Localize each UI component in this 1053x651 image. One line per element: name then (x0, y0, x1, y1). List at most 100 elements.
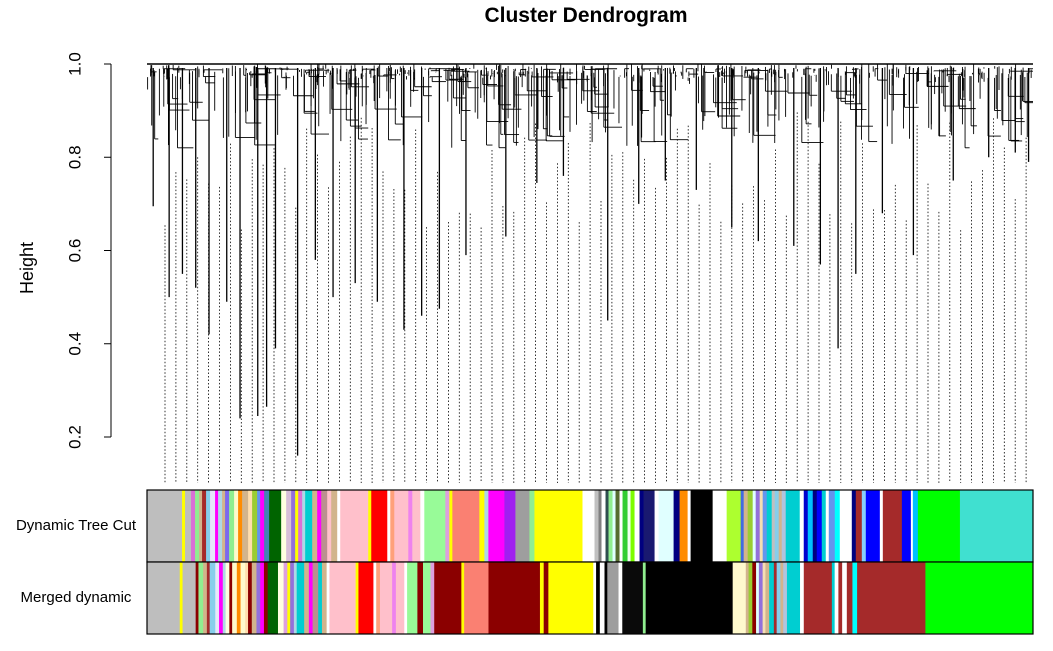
module-color-segment (232, 562, 238, 634)
module-color-segment (358, 562, 374, 634)
module-color-segment (215, 562, 220, 634)
module-color-segment (882, 490, 903, 562)
module-color-segment (392, 562, 397, 634)
module-color-segment (218, 490, 223, 562)
module-color-segment (748, 562, 753, 634)
module-color-segment (417, 562, 424, 634)
module-color-segment (257, 490, 261, 562)
module-color-rows (146, 489, 1034, 635)
module-color-segment (619, 490, 623, 562)
module-color-segment (799, 490, 805, 562)
module-color-segment (245, 562, 249, 634)
module-color-segment (225, 562, 230, 634)
module-color-segment (295, 490, 299, 562)
module-color-segment (759, 490, 764, 562)
y-axis-label: Height (17, 242, 37, 294)
module-color-segment (195, 562, 199, 634)
module-color-segment (430, 562, 435, 634)
module-color-segment (769, 562, 775, 634)
y-tick-label: 0.4 (65, 332, 84, 356)
module-color-segment (260, 562, 265, 634)
module-color-segment (195, 490, 200, 562)
module-color-segment (778, 490, 783, 562)
module-color-segment (256, 562, 261, 634)
module-color-segment (879, 490, 884, 562)
module-color-segment (321, 562, 328, 634)
module-color-segment (312, 562, 319, 634)
module-color-segment (785, 490, 801, 562)
module-color-segment (199, 490, 203, 562)
module-color-segment (515, 490, 530, 562)
module-color-segment (206, 562, 211, 634)
module-color-segment (755, 490, 761, 562)
y-tick-label: 0.2 (65, 425, 84, 449)
module-color-segment (865, 490, 881, 562)
module-color-segment (599, 562, 605, 634)
module-color-segment (607, 562, 619, 634)
module-color-segment (222, 562, 226, 634)
module-color-segment (209, 562, 216, 634)
module-color-segment (229, 490, 235, 562)
module-color-segment (740, 490, 745, 562)
module-color-segment (834, 562, 839, 634)
module-color-segment (673, 490, 681, 562)
module-color-segment (210, 490, 216, 562)
module-color-segment (302, 490, 306, 562)
module-color-segment (267, 562, 279, 634)
module-color-segment (371, 490, 388, 562)
module-color-segment (277, 562, 284, 634)
module-color-segment (308, 562, 313, 634)
module-color-segment (182, 562, 197, 634)
module-color-segment (373, 562, 377, 634)
module-color-segment (543, 562, 549, 634)
module-color-segment (596, 562, 601, 634)
module-color-segment (622, 562, 644, 634)
module-color-segment (395, 562, 405, 634)
module-color-segment (910, 490, 914, 562)
module-color-segment (598, 490, 602, 562)
module-color-segment (298, 490, 303, 562)
module-color-segment (368, 490, 372, 562)
module-color-segment (260, 490, 265, 562)
module-color-segment (839, 490, 853, 562)
module-color-segment (434, 562, 462, 634)
module-color-segment (317, 490, 322, 562)
module-color-segment (329, 562, 357, 634)
module-color-segment (780, 562, 784, 634)
module-color-segment (238, 490, 243, 562)
module-color-segment (327, 490, 332, 562)
module-color-segment (857, 562, 926, 634)
module-color-segment (593, 562, 597, 634)
module-color-segment (762, 490, 768, 562)
module-color-segment (642, 562, 647, 634)
module-color-segment (771, 490, 776, 562)
module-color-segment (248, 562, 253, 634)
module-color-segment (219, 562, 224, 634)
module-color-segment (812, 490, 818, 562)
module-color-segment (479, 490, 485, 562)
module-color-segment (225, 490, 230, 562)
module-color-segment (464, 562, 489, 634)
module-color-segment (846, 562, 853, 634)
module-color-segment (622, 490, 628, 562)
y-tick-label: 0.8 (65, 145, 84, 169)
module-color-segment (601, 490, 606, 562)
module-color-segment (331, 490, 338, 562)
module-color-segment (594, 490, 599, 562)
module-color-segment (851, 490, 857, 562)
y-tick-label: 0.6 (65, 239, 84, 263)
module-color-segment (229, 562, 233, 634)
module-row-label: Dynamic Tree Cut (16, 517, 137, 534)
module-color-segment (251, 562, 257, 634)
chart-title: Cluster Dendrogram (484, 4, 687, 27)
module-color-segment (776, 562, 781, 634)
module-color-segment (548, 562, 594, 634)
module-color-segment (726, 490, 742, 562)
module-color-segment (387, 490, 391, 562)
module-color-segment (634, 490, 640, 562)
module-color-segment (643, 490, 655, 562)
module-color-segment (296, 562, 305, 634)
module-color-segment (831, 562, 836, 634)
module-color-segment (608, 490, 613, 562)
module-color-segment (206, 490, 211, 562)
